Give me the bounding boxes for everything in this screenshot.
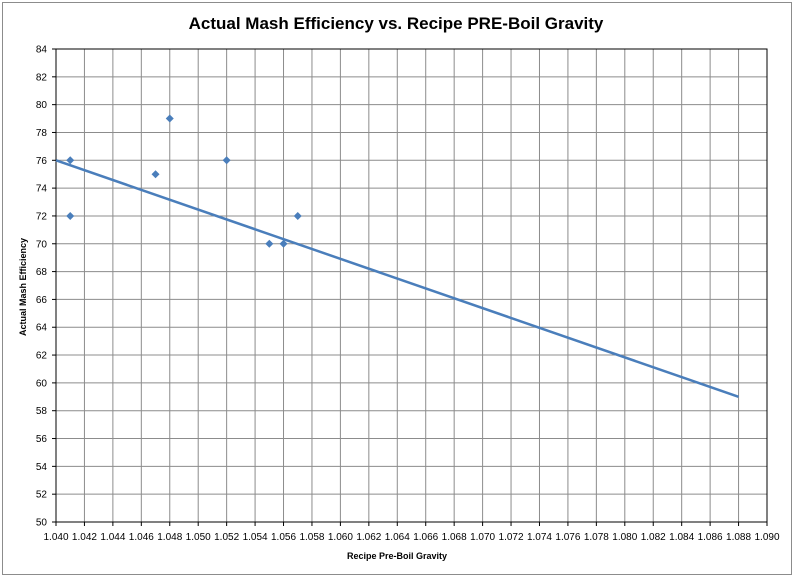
x-tick-label: 1.048 <box>157 532 182 543</box>
data-point <box>66 211 75 220</box>
x-tick-label: 1.068 <box>442 532 467 543</box>
y-tick-label: 60 <box>36 378 48 389</box>
y-tick-label: 78 <box>36 128 48 139</box>
data-point <box>293 211 302 220</box>
x-tick-label: 1.050 <box>186 532 211 543</box>
x-tick-label: 1.060 <box>328 532 353 543</box>
y-tick-label: 72 <box>36 211 48 222</box>
y-axis-ticks: 50 52 54 56 58 60 62 64 66 68 70 72 74 76 78 80 82 84 <box>36 45 56 529</box>
y-tick-label: 80 <box>36 100 48 111</box>
y-tick-label: 68 <box>36 267 48 278</box>
x-tick-label: 1.052 <box>214 532 239 543</box>
plot-area <box>55 48 768 523</box>
data-point <box>66 156 75 165</box>
y-tick-label: 56 <box>36 434 48 445</box>
x-axis-title: Recipe Pre-Boil Gravity <box>347 551 447 561</box>
x-axis-ticks: 1.040 1.042 1.044 1.046 1.048 1.050 1.052 1.054… <box>43 522 780 543</box>
x-tick-label: 1.088 <box>726 532 751 543</box>
x-tick-label: 1.066 <box>413 532 438 543</box>
y-tick-label: 58 <box>36 406 48 417</box>
x-tick-label: 1.042 <box>72 532 97 543</box>
data-point <box>165 114 174 123</box>
x-tick-label: 1.056 <box>271 532 296 543</box>
x-tick-label: 1.058 <box>299 532 324 543</box>
x-tick-label: 1.054 <box>243 532 268 543</box>
data-points <box>66 114 302 248</box>
data-point <box>151 170 160 179</box>
x-tick-label: 1.090 <box>754 532 779 543</box>
y-tick-label: 66 <box>36 295 48 306</box>
y-tick-label: 52 <box>36 490 48 501</box>
x-tick-label: 1.084 <box>669 532 694 543</box>
y-tick-label: 82 <box>36 72 48 83</box>
chart-title: Actual Mash Efficiency vs. Recipe PRE-Bo… <box>189 14 604 33</box>
y-tick-label: 62 <box>36 351 48 362</box>
y-tick-label: 84 <box>36 45 48 56</box>
y-tick-label: 54 <box>36 462 48 473</box>
x-tick-label: 1.076 <box>555 532 580 543</box>
x-tick-label: 1.082 <box>641 532 666 543</box>
data-point <box>279 239 288 248</box>
x-tick-label: 1.074 <box>527 532 552 543</box>
y-tick-label: 70 <box>36 239 48 250</box>
data-point <box>222 156 231 165</box>
x-tick-label: 1.064 <box>385 532 410 543</box>
x-tick-label: 1.046 <box>129 532 154 543</box>
x-tick-label: 1.080 <box>612 532 637 543</box>
y-tick-label: 64 <box>36 323 48 334</box>
grid <box>55 48 768 523</box>
y-axis-title: Actual Mash Efficiency <box>18 238 28 336</box>
x-tick-label: 1.062 <box>356 532 381 543</box>
trendline <box>55 159 739 398</box>
x-tick-label: 1.072 <box>499 532 524 543</box>
x-tick-label: 1.086 <box>698 532 723 543</box>
x-tick-label: 1.040 <box>43 532 68 543</box>
y-tick-label: 74 <box>36 184 48 195</box>
x-tick-label: 1.044 <box>100 532 125 543</box>
y-tick-label: 50 <box>36 518 48 529</box>
data-point <box>265 239 274 248</box>
y-tick-label: 76 <box>36 156 48 167</box>
x-tick-label: 1.070 <box>470 532 495 543</box>
x-tick-label: 1.078 <box>584 532 609 543</box>
